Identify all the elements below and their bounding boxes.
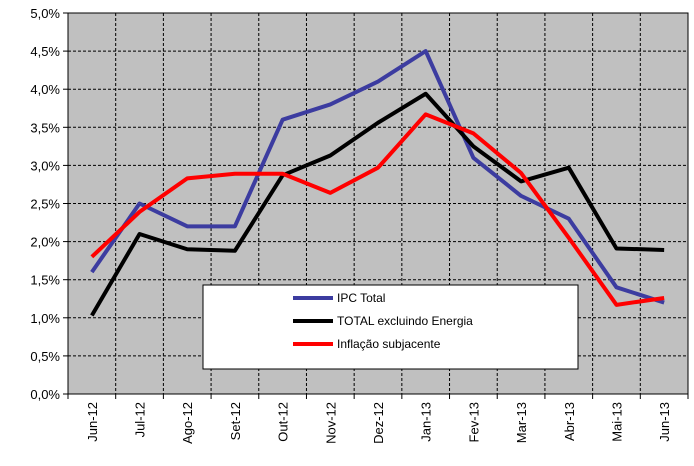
y-tick-label: 4,5% [30,44,60,59]
y-tick-label: 0,5% [30,349,60,364]
legend-label: Inflação subjacente [337,337,441,351]
y-tick-label: 1,0% [30,311,60,326]
series-line [90,112,665,307]
x-tick-label: Fev-13 [466,402,481,442]
series-line [90,49,665,305]
x-tick-label: Out-12 [276,402,291,442]
x-tick-label: Jan-13 [419,402,434,442]
legend-label: IPC Total [337,291,385,305]
x-tick-label: Ago-12 [180,402,195,444]
legend-label: TOTAL excluindo Energia [337,314,473,328]
x-tick-label: Abr-13 [562,402,577,441]
y-tick-label: 5,0% [30,6,60,21]
x-tick-label: Mar-13 [514,402,529,443]
x-tick-label: Dez-12 [371,402,386,444]
x-tick-label: Nov-12 [323,402,338,444]
y-tick-label: 0,0% [30,387,60,402]
y-tick-label: 3,0% [30,158,60,173]
y-tick-label: 1,5% [30,273,60,288]
x-tick-label: Mai-13 [609,402,624,442]
y-tick-label: 2,0% [30,235,60,250]
x-tick-label: Set-12 [228,402,243,440]
x-tick-label: Jul-12 [133,402,148,437]
x-tick-label: Jun-13 [657,402,672,442]
y-tick-label: 2,5% [30,197,60,212]
series-line [90,91,665,317]
plot-border [67,12,689,395]
legend-box [202,284,579,370]
y-tick-label: 3,5% [30,120,60,135]
x-tick-label: Jun-12 [85,402,100,442]
y-tick-label: 4,0% [30,82,60,97]
